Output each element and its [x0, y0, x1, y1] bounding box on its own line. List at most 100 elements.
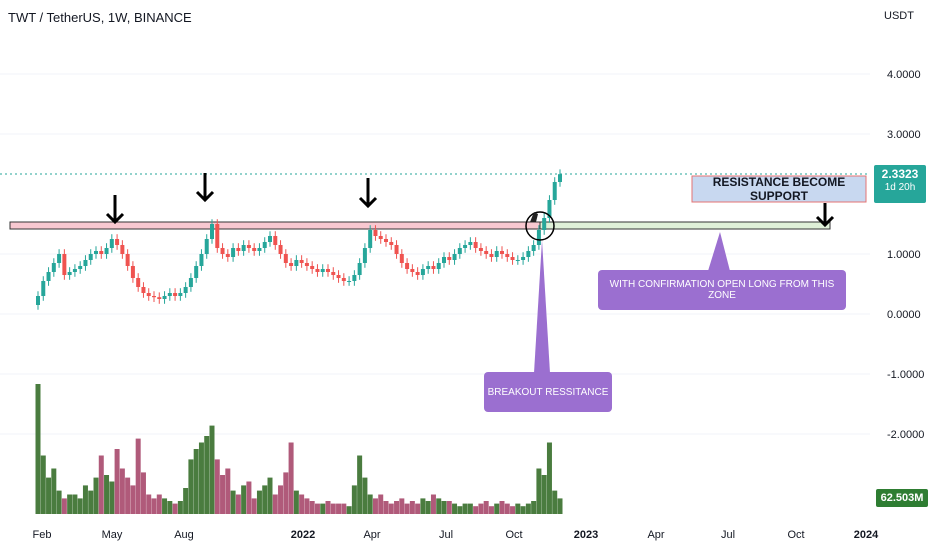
volume-bar [341, 503, 347, 514]
volume-bar [473, 506, 479, 514]
candle-body [558, 174, 562, 182]
candle-body [500, 251, 504, 254]
volume-bar [183, 488, 189, 514]
volume-bar [320, 503, 326, 514]
candle-body [210, 224, 214, 239]
candle-body [341, 278, 346, 281]
candle-body [152, 296, 156, 298]
volume-bar [225, 468, 231, 514]
candle-body [162, 296, 167, 299]
volume-bar [293, 490, 299, 514]
candle-body [457, 248, 462, 254]
volume-bar [98, 455, 104, 514]
candle-body [384, 239, 388, 242]
volume-bar [235, 494, 241, 514]
volume-bar [272, 494, 278, 514]
candle-body [368, 230, 373, 248]
volume-bar [483, 501, 489, 514]
volume-bar [546, 442, 552, 514]
last-price-value: 2.3323 [881, 167, 919, 181]
volume-bar [383, 501, 389, 514]
candle-body [336, 275, 341, 278]
candle-body [468, 242, 473, 245]
volume-bars [35, 384, 563, 514]
candle-body [167, 293, 172, 296]
candle-body [478, 248, 483, 251]
volume-bar [367, 494, 373, 514]
volume-bar [72, 494, 78, 514]
candle-body [494, 251, 499, 257]
x-tick-label: May [102, 529, 123, 541]
resistance-support-callout[interactable]: RESISTANCE BECOME SUPPORT [712, 175, 846, 203]
volume-bar [362, 477, 368, 514]
confirmation-callout[interactable]: WITH CONFIRMATION OPEN LONG FROM THIS ZO… [609, 279, 835, 301]
volume-bar [351, 485, 357, 514]
volume-bar [336, 503, 342, 514]
volume-bar [172, 503, 178, 514]
y-tick-label: 3.0000 [887, 129, 921, 141]
x-tick-label: Feb [33, 529, 52, 541]
candle-body [326, 269, 330, 272]
candle-body [420, 269, 425, 275]
volume-bar [541, 475, 547, 514]
candle-body [315, 269, 320, 272]
candle-body [215, 224, 220, 248]
x-tick-label: Aug [174, 529, 194, 541]
volume-bar [119, 468, 125, 514]
volume-bar [156, 494, 162, 514]
candle-body [57, 254, 62, 263]
volume-bar [135, 438, 141, 514]
candle-body [141, 287, 146, 293]
volume-bar [425, 501, 431, 514]
volume-bar [304, 498, 310, 514]
candle-body [178, 293, 183, 296]
symbol-label: TWT / TetherUS, 1W, BINANCE [8, 10, 192, 25]
candle-body [241, 245, 246, 251]
candle-body [484, 251, 489, 254]
y-tick-label: 1.0000 [887, 249, 921, 261]
volume-bar [125, 477, 131, 514]
volume-bar [104, 475, 110, 514]
candle-body [521, 257, 526, 260]
candle-body [204, 239, 209, 254]
volume-bar [346, 506, 352, 514]
candle-body [268, 236, 272, 242]
candle-body [220, 248, 225, 254]
candle-body [489, 254, 494, 257]
resistance-zone [9, 221, 541, 230]
volume-bar [177, 501, 183, 514]
volume-bar [246, 481, 252, 514]
x-tick-label: 2023 [574, 529, 598, 541]
volume-bar [214, 459, 220, 514]
volume-bar [436, 498, 442, 514]
candle-body [99, 251, 104, 254]
candle-body [41, 281, 46, 296]
y-tick-label: -2.0000 [887, 429, 924, 441]
candle-body [94, 251, 98, 254]
volume-bar [251, 498, 257, 514]
volume-bar [314, 503, 320, 514]
volume-bar [61, 498, 67, 514]
candle-body [146, 293, 151, 296]
callout-res-bg [691, 175, 867, 203]
x-tick-label: 2024 [854, 529, 879, 541]
candle-body [72, 269, 77, 272]
candle-body [173, 293, 178, 296]
volume-bar [51, 468, 57, 514]
volume-bar [325, 501, 331, 514]
candle-body [130, 266, 135, 278]
breakout-callout[interactable]: BREAKOUT RESSITANCE [487, 386, 609, 398]
volume-bar [441, 501, 447, 514]
candle-body [357, 263, 362, 275]
volume-bar [67, 494, 73, 514]
volume-bar [409, 501, 415, 514]
volume-bar [552, 490, 558, 514]
down-arrow-icon [358, 196, 378, 209]
candle-body [436, 263, 441, 269]
volume-bar [93, 477, 99, 514]
volume-bar [230, 490, 236, 514]
volume-bar [420, 498, 426, 514]
annotation-marks [0, 173, 870, 241]
candle-body [378, 236, 383, 239]
